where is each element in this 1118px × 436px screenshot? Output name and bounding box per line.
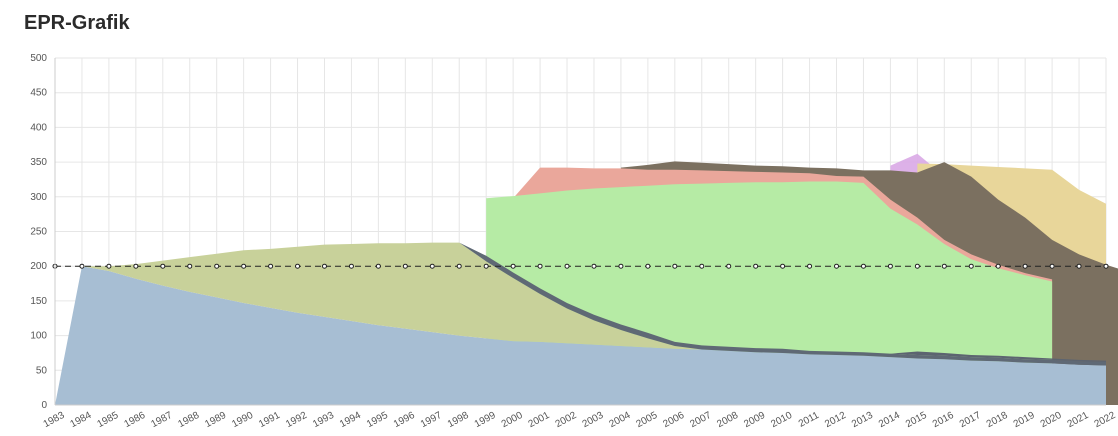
page-title: EPR-Grafik [24, 12, 130, 34]
x-tick-label: 2019 [1012, 410, 1037, 430]
y-tick-label: 50 [36, 365, 48, 376]
reference-point [214, 263, 220, 269]
x-tick-label: 2002 [554, 410, 579, 430]
x-tick-label: 2000 [500, 410, 525, 430]
x-tick-label: 2022 [1093, 410, 1118, 430]
x-tick-label: 1988 [176, 410, 201, 430]
reference-point [699, 263, 705, 269]
x-tick-label: 2009 [742, 410, 767, 430]
reference-point [780, 263, 786, 269]
x-tick-label: 2015 [904, 410, 929, 430]
y-tick-label: 350 [30, 157, 47, 168]
x-tick-label: 2005 [634, 410, 659, 430]
reference-point [537, 263, 543, 269]
reference-point [672, 263, 678, 269]
x-tick-label: 1995 [365, 410, 390, 430]
y-tick-label: 500 [30, 53, 47, 64]
reference-point [564, 263, 570, 269]
reference-point [268, 263, 274, 269]
x-tick-label: 2021 [1066, 410, 1091, 430]
reference-point [456, 263, 462, 269]
reference-point [187, 263, 193, 269]
x-tick-label: 1983 [42, 410, 67, 430]
reference-point [1076, 263, 1082, 269]
x-tick-label: 2016 [931, 410, 956, 430]
x-tick-label: 2010 [769, 410, 794, 430]
y-tick-label: 200 [30, 261, 47, 272]
x-tick-label: 1984 [69, 410, 94, 430]
reference-point [133, 263, 139, 269]
y-tick-label: 300 [30, 192, 47, 203]
x-tick-label: 1999 [473, 410, 498, 430]
reference-point [321, 263, 327, 269]
x-tick-label: 2003 [581, 410, 606, 430]
reference-point [860, 263, 866, 269]
reference-point [753, 263, 759, 269]
reference-point [79, 263, 85, 269]
reference-point [1022, 263, 1028, 269]
reference-point [160, 263, 166, 269]
y-tick-label: 150 [30, 296, 47, 307]
x-tick-label: 2006 [661, 410, 686, 430]
x-tick-label: 2020 [1039, 410, 1064, 430]
reference-point [726, 263, 732, 269]
y-tick-label: 100 [30, 331, 47, 342]
x-tick-label: 1998 [446, 410, 471, 430]
reference-point [591, 263, 597, 269]
x-tick-label: 2012 [823, 410, 848, 430]
x-tick-label: 1990 [230, 410, 255, 430]
x-tick-label: 1992 [284, 410, 309, 430]
area-series [55, 242, 1106, 405]
reference-point [914, 263, 920, 269]
x-tick-label: 2018 [985, 410, 1010, 430]
y-tick-label: 0 [41, 400, 47, 411]
x-tick-label: 2014 [877, 410, 902, 430]
x-tick-label: 1985 [95, 410, 120, 430]
reference-point [941, 263, 947, 269]
area-series [55, 266, 1106, 405]
reference-point [834, 263, 840, 269]
x-tick-label: 2004 [608, 410, 633, 430]
reference-point [995, 263, 1001, 269]
reference-point [375, 263, 381, 269]
y-tick-label: 450 [30, 88, 47, 99]
reference-point [510, 263, 516, 269]
x-tick-label: 1997 [419, 410, 444, 430]
reference-point [645, 263, 651, 269]
x-tick-label: 2011 [797, 410, 822, 430]
reference-point [1049, 263, 1055, 269]
x-tick-label: 1986 [122, 410, 147, 430]
reference-point [402, 263, 408, 269]
x-tick-label: 1987 [149, 410, 174, 430]
x-tick-label: 1993 [311, 410, 336, 430]
reference-point [887, 263, 893, 269]
reference-point [483, 263, 489, 269]
x-tick-label: 2008 [715, 410, 740, 430]
reference-point [1103, 263, 1109, 269]
reference-point [295, 263, 301, 269]
x-tick-label: 2001 [527, 410, 552, 430]
reference-point [348, 263, 354, 269]
reference-point [106, 263, 112, 269]
x-tick-label: 2017 [958, 410, 983, 430]
reference-point [807, 263, 813, 269]
y-tick-label: 250 [30, 227, 47, 238]
reference-point [429, 263, 435, 269]
reference-point [968, 263, 974, 269]
x-tick-label: 2013 [850, 410, 875, 430]
reference-point [618, 263, 624, 269]
x-tick-label: 1994 [338, 410, 363, 430]
y-tick-label: 400 [30, 122, 47, 133]
x-tick-label: 1989 [203, 410, 228, 430]
x-tick-label: 1996 [392, 410, 417, 430]
x-tick-label: 1991 [257, 410, 282, 430]
reference-point [241, 263, 247, 269]
x-tick-label: 2007 [688, 410, 713, 430]
